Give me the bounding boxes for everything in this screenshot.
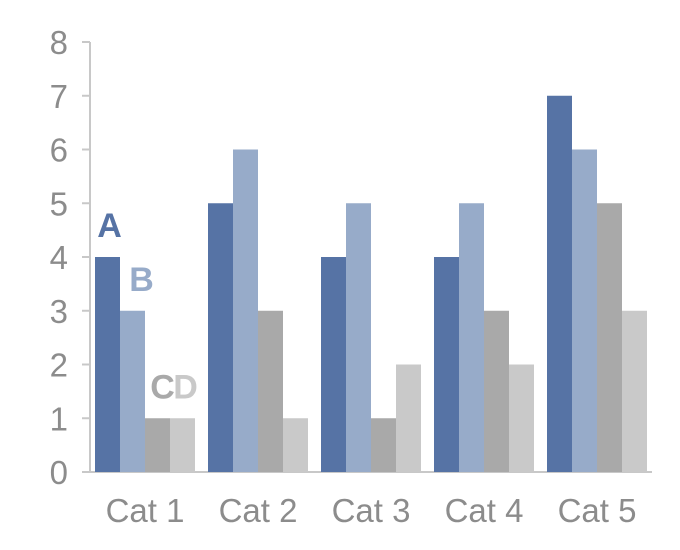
bar-a-5 [547, 95, 572, 472]
y-tick-label: 5 [50, 185, 68, 222]
y-tick-label: 0 [50, 454, 68, 491]
x-tick-label: Cat 1 [106, 492, 185, 529]
x-tick-label: Cat 4 [445, 492, 524, 529]
bar-c-5 [597, 203, 622, 472]
bar-a-2 [208, 203, 233, 472]
bars-group [95, 95, 647, 472]
bar-a-4 [434, 257, 459, 472]
bar-c-4 [484, 310, 509, 472]
y-tick-label: 6 [50, 132, 68, 169]
bar-b-5 [572, 149, 597, 472]
bar-d-3 [396, 364, 421, 472]
y-tick-label: 7 [50, 78, 68, 115]
bar-b-3 [346, 203, 371, 472]
y-tick-label: 4 [50, 239, 68, 276]
bar-a-1 [95, 257, 120, 472]
bar-d-2 [283, 418, 308, 472]
series-label-d: D [173, 368, 198, 406]
series-label-b: B [129, 261, 154, 299]
x-tick-label: Cat 2 [219, 492, 298, 529]
bar-c-3 [371, 418, 396, 472]
y-tick-label: 1 [50, 400, 68, 437]
y-tick-label: 2 [50, 347, 68, 384]
x-tick-label: Cat 3 [332, 492, 411, 529]
y-tick-label: 8 [50, 24, 68, 61]
series-labels: AB CD [97, 207, 198, 406]
bar-b-2 [233, 149, 258, 472]
bar-b-4 [459, 203, 484, 472]
bar-d-5 [622, 310, 647, 472]
bar-d-1 [170, 418, 195, 472]
bar-a-3 [321, 257, 346, 472]
y-axis-ticks: 0 1 2 3 4 5 6 7 8 [50, 24, 90, 491]
bar-c-1 [145, 418, 170, 472]
y-tick-label: 3 [50, 293, 68, 330]
bar-c-2 [258, 310, 283, 472]
bar-b-1 [120, 310, 145, 472]
series-label-a: A [97, 207, 122, 245]
bar-d-4 [509, 364, 534, 472]
x-tick-label: Cat 5 [558, 492, 637, 529]
series-label-c: C [150, 368, 175, 406]
x-axis-labels: Cat 1 Cat 2 Cat 3 Cat 4 Cat 5 [106, 492, 637, 529]
